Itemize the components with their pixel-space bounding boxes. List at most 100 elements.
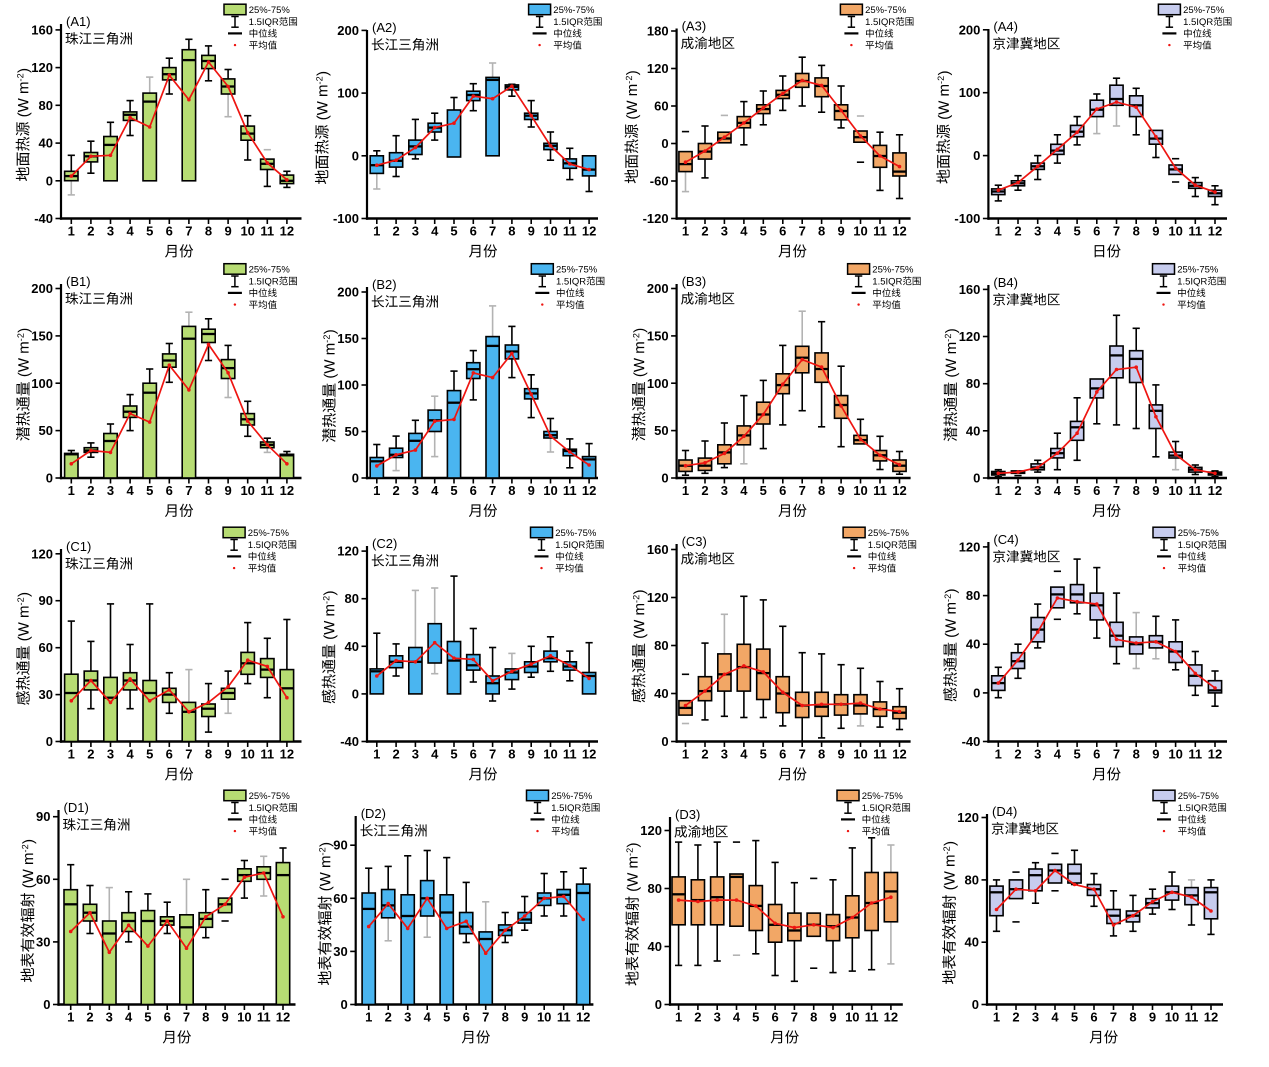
svg-text:10: 10 bbox=[1168, 483, 1182, 498]
svg-text:30: 30 bbox=[39, 687, 53, 702]
svg-text:80: 80 bbox=[966, 376, 980, 391]
svg-text:0: 0 bbox=[352, 471, 359, 486]
svg-text:7: 7 bbox=[1113, 223, 1120, 238]
svg-text:80: 80 bbox=[39, 98, 53, 113]
svg-text:0: 0 bbox=[340, 997, 347, 1012]
svg-text:8: 8 bbox=[1129, 1009, 1136, 1024]
svg-text:200: 200 bbox=[31, 281, 53, 296]
svg-text:7: 7 bbox=[799, 223, 806, 238]
svg-text:4: 4 bbox=[431, 483, 439, 498]
svg-text:120: 120 bbox=[31, 60, 53, 75]
svg-text:9: 9 bbox=[837, 223, 844, 238]
svg-text:80: 80 bbox=[966, 588, 980, 603]
svg-text:9: 9 bbox=[224, 223, 231, 238]
svg-text:25%-75%: 25%-75% bbox=[248, 528, 290, 539]
svg-text:5: 5 bbox=[443, 1009, 450, 1024]
svg-text:-100: -100 bbox=[954, 211, 980, 226]
svg-text:11: 11 bbox=[1188, 483, 1202, 498]
svg-text:4: 4 bbox=[740, 483, 748, 498]
svg-text:25%-75%: 25%-75% bbox=[1183, 5, 1225, 16]
svg-text:3: 3 bbox=[412, 223, 419, 238]
svg-text:(A4): (A4) bbox=[993, 19, 1018, 34]
svg-text:5: 5 bbox=[146, 223, 153, 238]
svg-text:5: 5 bbox=[760, 483, 767, 498]
svg-text:12: 12 bbox=[276, 1009, 290, 1024]
svg-text:1: 1 bbox=[373, 746, 380, 761]
svg-text:11: 11 bbox=[257, 1009, 271, 1024]
svg-text:5: 5 bbox=[1073, 746, 1080, 761]
svg-text:9: 9 bbox=[528, 223, 535, 238]
svg-text:11: 11 bbox=[873, 483, 887, 498]
svg-text:12: 12 bbox=[280, 223, 294, 238]
svg-text:(A3): (A3) bbox=[682, 19, 707, 34]
svg-text:3: 3 bbox=[404, 1009, 411, 1024]
svg-text:10: 10 bbox=[1168, 223, 1182, 238]
svg-text:25%-75%: 25%-75% bbox=[862, 791, 904, 802]
svg-text:120: 120 bbox=[337, 544, 359, 559]
svg-text:25%-75%: 25%-75% bbox=[249, 265, 291, 276]
svg-text:200: 200 bbox=[959, 22, 981, 37]
svg-text:0: 0 bbox=[352, 686, 359, 701]
svg-text:80: 80 bbox=[654, 638, 668, 653]
svg-text:80: 80 bbox=[648, 881, 662, 896]
svg-text:160: 160 bbox=[647, 542, 669, 557]
svg-text:2: 2 bbox=[392, 223, 399, 238]
svg-text:10: 10 bbox=[240, 223, 254, 238]
svg-text:12: 12 bbox=[1208, 746, 1222, 761]
svg-text:8: 8 bbox=[818, 483, 825, 498]
svg-text:5: 5 bbox=[752, 1009, 759, 1024]
svg-text:10: 10 bbox=[537, 1009, 551, 1024]
svg-text:100: 100 bbox=[337, 86, 359, 101]
svg-text:25%-75%: 25%-75% bbox=[1177, 265, 1219, 276]
svg-text:120: 120 bbox=[31, 546, 53, 561]
svg-text:4: 4 bbox=[126, 223, 134, 238]
svg-text:0: 0 bbox=[973, 148, 980, 163]
svg-text:5: 5 bbox=[146, 746, 153, 761]
svg-text:200: 200 bbox=[337, 23, 359, 38]
svg-text:25%-75%: 25%-75% bbox=[249, 5, 291, 16]
svg-text:30: 30 bbox=[333, 944, 347, 959]
svg-text:-60: -60 bbox=[650, 174, 669, 189]
svg-text:9: 9 bbox=[829, 1009, 836, 1024]
svg-text:1: 1 bbox=[995, 223, 1002, 238]
svg-text:-100: -100 bbox=[333, 211, 359, 226]
svg-text:40: 40 bbox=[654, 686, 668, 701]
svg-text:25%-75%: 25%-75% bbox=[872, 265, 914, 276]
svg-text:6: 6 bbox=[1090, 1009, 1097, 1024]
svg-text:10: 10 bbox=[240, 746, 254, 761]
svg-text:9: 9 bbox=[1152, 483, 1159, 498]
svg-text:5: 5 bbox=[1073, 223, 1080, 238]
svg-text:6: 6 bbox=[470, 483, 477, 498]
svg-text:12: 12 bbox=[884, 1009, 898, 1024]
svg-text:25%-75%: 25%-75% bbox=[555, 528, 597, 539]
svg-text:8: 8 bbox=[810, 1009, 817, 1024]
svg-text:10: 10 bbox=[543, 483, 557, 498]
svg-text:2: 2 bbox=[392, 746, 399, 761]
svg-text:5: 5 bbox=[450, 746, 457, 761]
svg-text:100: 100 bbox=[31, 376, 53, 391]
svg-text:8: 8 bbox=[508, 483, 515, 498]
svg-text:7: 7 bbox=[489, 223, 496, 238]
svg-text:8: 8 bbox=[818, 223, 825, 238]
svg-text:120: 120 bbox=[640, 823, 662, 838]
svg-text:12: 12 bbox=[582, 483, 596, 498]
svg-text:1: 1 bbox=[365, 1009, 372, 1024]
svg-text:90: 90 bbox=[39, 593, 53, 608]
svg-text:7: 7 bbox=[185, 746, 192, 761]
svg-text:9: 9 bbox=[837, 746, 844, 761]
svg-text:2: 2 bbox=[1012, 1009, 1019, 1024]
svg-text:200: 200 bbox=[337, 285, 359, 300]
svg-text:2: 2 bbox=[694, 1009, 701, 1024]
svg-text:8: 8 bbox=[1133, 746, 1140, 761]
svg-text:0: 0 bbox=[661, 136, 668, 151]
svg-text:12: 12 bbox=[1208, 223, 1222, 238]
svg-text:120: 120 bbox=[959, 539, 981, 554]
svg-text:10: 10 bbox=[845, 1009, 859, 1024]
svg-text:80: 80 bbox=[345, 591, 359, 606]
svg-text:1: 1 bbox=[68, 483, 75, 498]
svg-text:150: 150 bbox=[647, 328, 669, 343]
svg-text:6: 6 bbox=[166, 746, 173, 761]
svg-text:0: 0 bbox=[661, 471, 668, 486]
svg-text:2: 2 bbox=[385, 1009, 392, 1024]
svg-text:11: 11 bbox=[260, 746, 274, 761]
